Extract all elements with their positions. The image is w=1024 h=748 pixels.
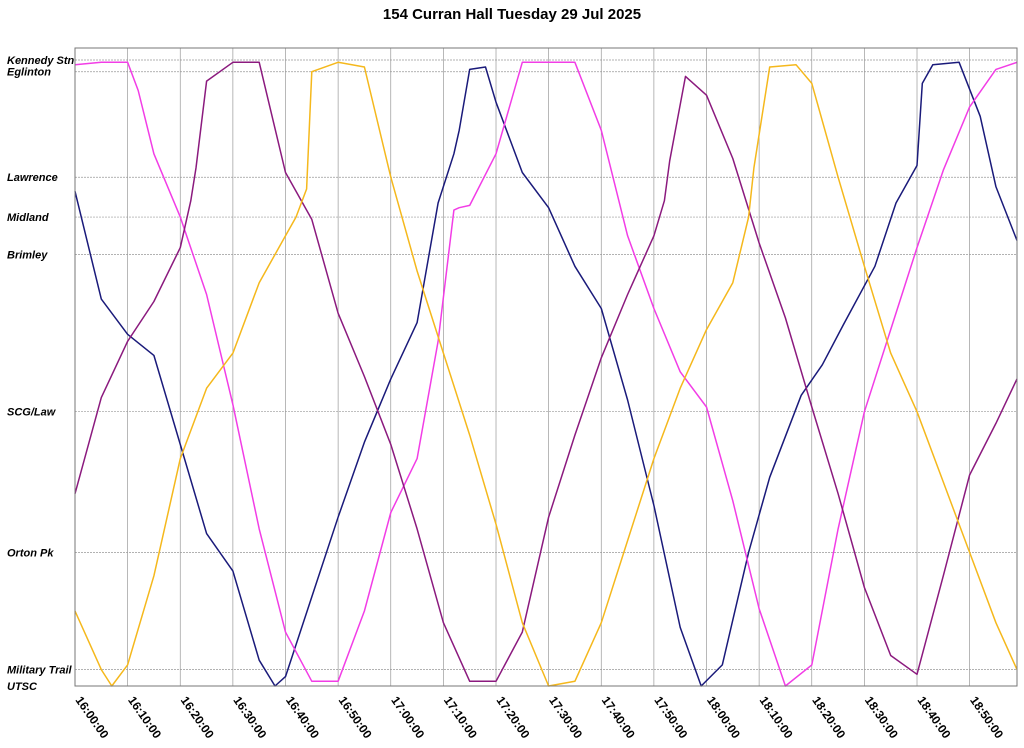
time-tick-label: 16:30:00 xyxy=(230,694,269,742)
stop-label: Brimley xyxy=(7,250,48,262)
time-tick-label: 17:30:00 xyxy=(546,694,585,742)
time-tick-label: 16:40:00 xyxy=(283,694,322,742)
plot-frame xyxy=(74,47,1018,687)
time-tick-label: 18:40:00 xyxy=(915,694,954,742)
time-tick-label: 16:50:00 xyxy=(336,694,375,742)
series-line-4 xyxy=(74,61,1018,687)
time-tick-label: 16:10:00 xyxy=(125,694,164,742)
time-tick-label: 18:10:00 xyxy=(757,694,796,742)
series-line-2 xyxy=(74,61,1018,687)
stop-label: Eglinton xyxy=(7,67,51,79)
time-tick-label: 17:50:00 xyxy=(651,694,690,742)
stop-label: Lawrence xyxy=(7,172,58,184)
stop-label: Military Trail xyxy=(7,665,73,677)
time-tick-label: 16:00:00 xyxy=(73,694,112,742)
x-axis-time-labels: 16:00:00 16:10:00 16:20:00 16:30:00 16:40:00… xyxy=(73,694,1007,742)
time-tick-label: 17:10:00 xyxy=(441,694,480,742)
time-tick-label: 17:00:00 xyxy=(388,694,427,742)
time-tick-label: 18:50:00 xyxy=(967,694,1006,742)
time-tick-label: 18:20:00 xyxy=(809,694,848,742)
stop-label: SCG/Law xyxy=(7,407,57,419)
stop-label: UTSC xyxy=(7,681,38,693)
time-tick-label: 17:20:00 xyxy=(494,694,533,742)
time-tick-label: 18:30:00 xyxy=(862,694,901,742)
time-tick-label: 16:20:00 xyxy=(178,694,217,742)
grid-lines xyxy=(74,48,1017,687)
time-tick-label: 17:40:00 xyxy=(599,694,638,742)
series-line-1 xyxy=(74,61,1018,687)
time-tick-label: 18:00:00 xyxy=(704,694,743,742)
stop-label: Orton Pk xyxy=(7,547,54,559)
stop-label: Midland xyxy=(7,212,49,224)
stop-label: Kennedy Stn xyxy=(7,55,75,67)
chart-title: 154 Curran Hall Tuesday 29 Jul 2025 xyxy=(382,6,642,23)
series-lines xyxy=(74,61,1018,687)
series-line-3 xyxy=(74,61,1018,683)
